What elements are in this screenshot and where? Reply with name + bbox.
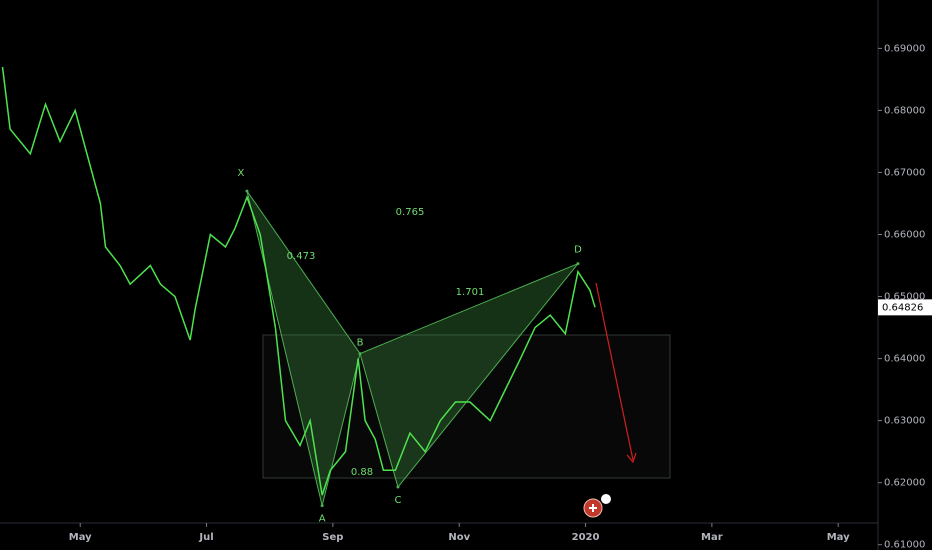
y-tick-label: 0.66000 [884,230,925,241]
x-tick-label: Sep [322,532,343,543]
y-tick-label: 0.61000 [884,540,925,550]
pattern-point [576,262,580,266]
y-tick-label: 0.64000 [884,354,925,365]
ratio-label: 0.473 [287,251,316,262]
price-line [1,66,596,496]
pattern-label: C [394,495,401,506]
ratio-label: 0.765 [396,207,425,218]
pattern-point [245,189,249,193]
event-icon[interactable] [583,494,611,518]
x-tick-label: 2020 [572,532,600,543]
last-price-label: 0.64826 [882,302,923,313]
forecast-arrow [595,282,634,461]
ratio-label: 1.701 [456,287,485,298]
x-tick-label: Mar [701,532,723,543]
x-tick-label: Jul [198,532,213,543]
event-count [601,494,611,504]
range-box [262,334,671,479]
event-badge-cross [589,504,597,512]
forecast-arrow-head [626,452,637,464]
y-tick-label: 0.69000 [884,43,925,54]
pattern-label: A [319,514,326,525]
x-tick-label: Nov [448,532,470,543]
y-tick-label: 0.63000 [884,416,925,427]
y-tick-label: 0.68000 [884,105,925,116]
y-tick-label: 0.67000 [884,167,925,178]
x-tick-label: May [827,532,850,543]
ratio-label: 0.88 [351,467,373,478]
x-tick-label: May [69,532,92,543]
y-tick-label: 0.62000 [884,478,925,489]
pattern-label: B [357,338,364,349]
pattern-point [320,504,324,508]
y-tick-label: 0.65000 [884,292,925,303]
pattern-bcd [359,263,579,489]
pattern-xab [246,190,361,506]
pattern-label: D [574,245,582,256]
pattern-point [396,485,400,489]
last-price-box [878,299,932,316]
pattern-point [358,352,362,356]
pattern-label: X [238,168,245,179]
